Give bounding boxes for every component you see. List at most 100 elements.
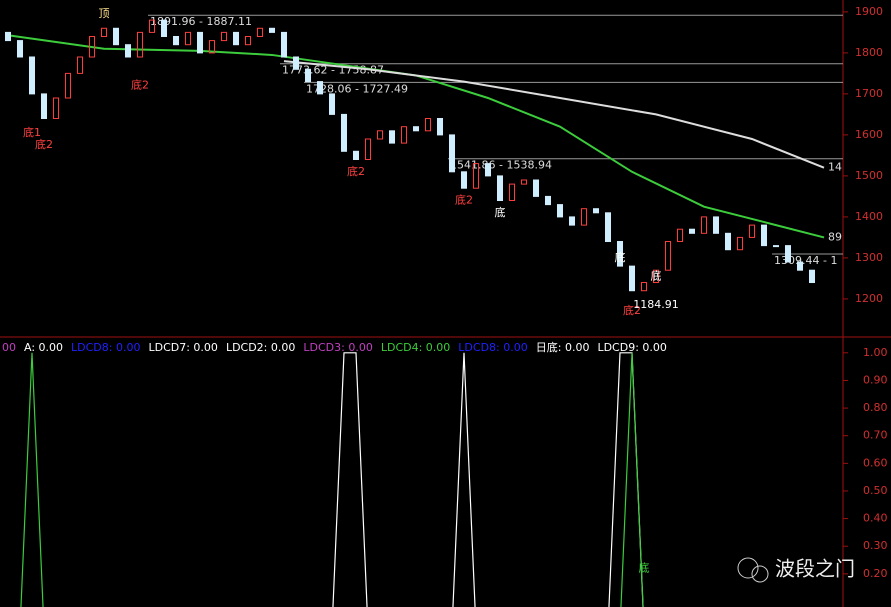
candle-body [665,241,671,271]
candle-body [29,56,35,95]
candle-body [125,44,131,58]
candle-body [209,40,215,54]
annotation: 底2 [35,137,53,151]
candle-body [329,93,335,115]
candle-body [785,245,791,263]
candle-body [761,224,767,247]
ma-line [283,60,825,169]
signal-line [20,352,644,607]
watermark-text: 波段之门 [775,557,855,581]
candle-body [449,134,455,173]
candle-body [269,27,275,33]
candle-body [713,216,719,234]
candle-body [377,130,383,140]
annotation: 底1 [23,125,41,139]
candle-body [293,56,299,70]
candle-body [185,31,191,46]
candle-body [257,27,263,37]
annotation: 底 [615,250,626,264]
candle-body [725,232,731,251]
candle-body [797,261,803,271]
annotation: 1184.91 [633,298,679,311]
candle-body [425,118,431,132]
candle-body [317,81,323,95]
y-tick-label: 1200 [855,292,883,305]
legend-item: LDCD2: 0.00 [226,341,295,354]
y-tick-label: 0.30 [863,539,888,552]
candle-body [77,56,83,74]
candle-body [533,179,539,197]
legend-item: LDCD4: 0.00 [381,341,450,354]
y-tick-label: 0.90 [863,373,888,386]
y-tick-label: 1500 [855,169,883,182]
candle-body [221,31,227,42]
y-tick-label: 1600 [855,128,883,141]
candle-body [581,208,587,226]
y-tick-label: 1.00 [863,346,888,359]
candle-body [485,163,491,177]
candle-body [89,35,95,58]
legend-item: LDCD9: 0.00 [597,341,666,354]
candle-body [341,113,347,152]
wechat-icon [737,557,759,579]
candle-body [473,163,479,189]
candle-body [509,183,515,202]
candle-body [701,216,707,234]
legend-item: LDCD7: 0.00 [148,341,217,354]
candle-body [17,40,23,58]
annotation: 底2 [347,164,365,178]
legend-item: LDCD8: 0.00 [71,341,140,354]
ma-label: 89 [828,230,842,243]
y-tick-label: 1900 [855,5,883,18]
candle-body [689,228,695,234]
y-tick-label: 1300 [855,251,883,264]
candle-body [113,27,119,46]
candle-body [773,245,779,248]
wechat-icon [751,565,769,583]
level-label: 1309.44 - 1 [774,254,837,267]
ma-label: 14 [828,161,842,174]
candle-body [521,179,527,185]
legend-item: 00 [2,341,16,354]
annotation: 底 [495,205,506,219]
candle-body [161,19,167,37]
candle-body [497,175,503,202]
candle-body [653,269,659,284]
annotation: 顶 [99,7,110,20]
legend-item: A: 0.00 [24,341,63,354]
annotation: 底 [651,268,662,282]
y-tick-label: 1800 [855,46,883,59]
candle-body [197,31,203,54]
level-label: 1891.96 - 1887.11 [150,15,252,28]
annotation: 底2 [455,193,473,207]
candle-body [569,216,575,226]
candle-body [353,150,359,161]
legend-item: LDCD8: 0.00 [458,341,527,354]
annotation: 底2 [131,78,149,92]
candle-body [737,236,743,251]
candle-body [461,171,467,189]
candle-body [437,118,443,136]
legend-item: 日底: 0.00 [536,340,590,354]
candle-body [137,31,143,58]
candle-body [413,126,419,132]
candle-body [593,208,599,214]
candle-body [305,68,311,83]
y-tick-label: 0.60 [863,456,888,469]
candle-body [605,212,611,243]
level-label: 1728.06 - 1727.49 [306,82,408,95]
y-tick-label: 0.50 [863,484,888,497]
candle-body [149,19,155,33]
annotation: 底 [639,560,650,574]
candle-body [401,126,407,144]
candle-body [41,93,47,120]
candle-body [281,31,287,58]
y-tick-label: 0.80 [863,401,888,414]
candle-body [617,241,623,267]
candle-body [749,224,755,238]
candle-body [365,138,371,161]
candle-body [677,228,683,243]
candle-body [545,195,551,206]
candle-body [101,27,107,37]
